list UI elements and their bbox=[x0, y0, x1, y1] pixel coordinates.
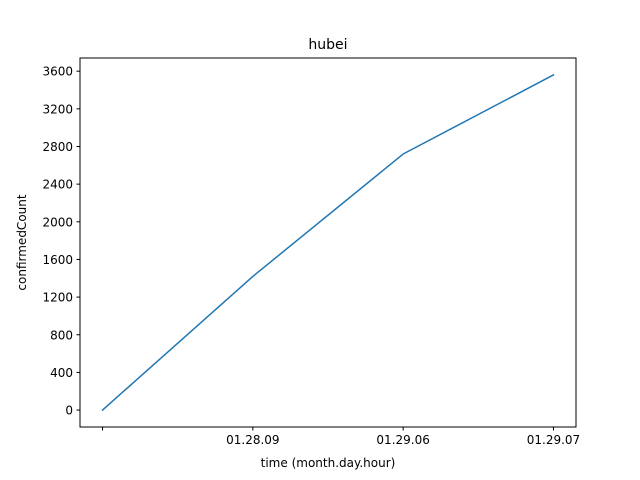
x-axis-label: time (month.day.hour) bbox=[261, 456, 396, 470]
y-tick-label: 3200 bbox=[42, 102, 73, 116]
plot-area bbox=[101, 73, 555, 412]
chart-title: hubei bbox=[308, 37, 347, 53]
x-axis-ticks: 01.28.09 01.29.06 01.29.07 bbox=[102, 427, 580, 447]
y-tick-label: 3600 bbox=[42, 65, 73, 79]
y-tick-label: 2400 bbox=[42, 178, 73, 192]
y-axis-ticks: 0 400 800 1200 1600 2000 2400 2800 3200 3600 bbox=[42, 65, 80, 418]
y-tick-label: 2800 bbox=[42, 140, 73, 154]
x-tick-label: 01.28.09 bbox=[226, 433, 279, 447]
y-axis-label: confirmedCount bbox=[15, 194, 29, 290]
series-line bbox=[101, 73, 555, 412]
x-tick-label: 01.29.06 bbox=[376, 433, 429, 447]
y-tick-label: 800 bbox=[50, 328, 73, 342]
y-tick-label: 400 bbox=[50, 366, 73, 380]
y-tick-label: 1600 bbox=[42, 253, 73, 267]
y-tick-label: 2000 bbox=[42, 215, 73, 229]
y-tick-label: 1200 bbox=[42, 291, 73, 305]
x-tick-label: 01.29.07 bbox=[527, 433, 580, 447]
y-tick-label: 0 bbox=[65, 404, 73, 418]
axes-frame bbox=[79, 57, 577, 428]
